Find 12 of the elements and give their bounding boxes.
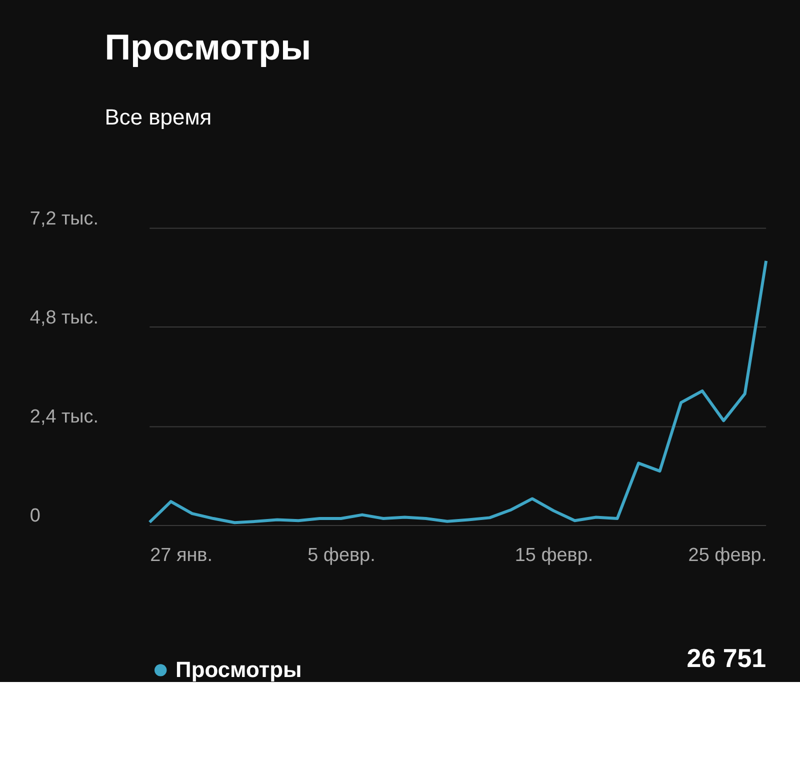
x-tick-label: 25 февр.: [688, 544, 767, 566]
x-tick-label: 5 февр.: [308, 544, 376, 566]
y-tick-label: 4,8 тыс.: [30, 307, 99, 328]
chart-title: Просмотры: [104, 26, 312, 68]
y-tick-label: 2,4 тыс.: [30, 406, 99, 428]
text: 26 751: [686, 645, 766, 674]
y-tick-label: 0: [30, 506, 40, 527]
x-tick-label: 27 янв.: [150, 544, 212, 566]
chart-subtitle: Все время: [104, 104, 212, 130]
y-tick-label: 7,2 тыс.: [30, 208, 99, 230]
x-tick-label: 15 февр.: [514, 544, 594, 566]
legend-label: Просмотры: [176, 657, 302, 682]
